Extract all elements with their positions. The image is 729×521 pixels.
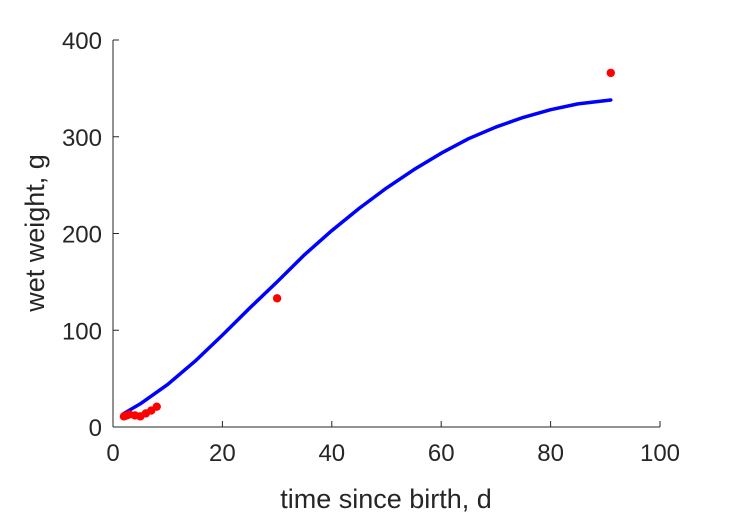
- data-point: [606, 68, 615, 78]
- data-point: [272, 294, 282, 303]
- y-axis-label: wet weight, g: [20, 154, 50, 313]
- x-tick-label: 60: [428, 440, 455, 467]
- x-tick-label: 80: [537, 440, 564, 467]
- model-curve: [122, 98, 613, 416]
- y-tick-label: 0: [89, 415, 102, 442]
- x-tick-label: 0: [106, 440, 119, 467]
- y-tick-label: 100: [62, 318, 102, 345]
- x-tick-label: 40: [318, 440, 345, 467]
- plot-area: [119, 68, 615, 421]
- y-tick-label: 300: [62, 125, 102, 152]
- x-tick-label: 100: [640, 440, 680, 467]
- x-tick-label: 20: [209, 440, 236, 467]
- y-tick-label: 200: [62, 222, 102, 249]
- y-tick-label: 400: [62, 28, 102, 55]
- axes: 0 20 40 60 80 100 0 100 200 300 400: [62, 28, 680, 467]
- x-axis-label: time since birth, d: [280, 484, 492, 514]
- data-point: [152, 402, 161, 411]
